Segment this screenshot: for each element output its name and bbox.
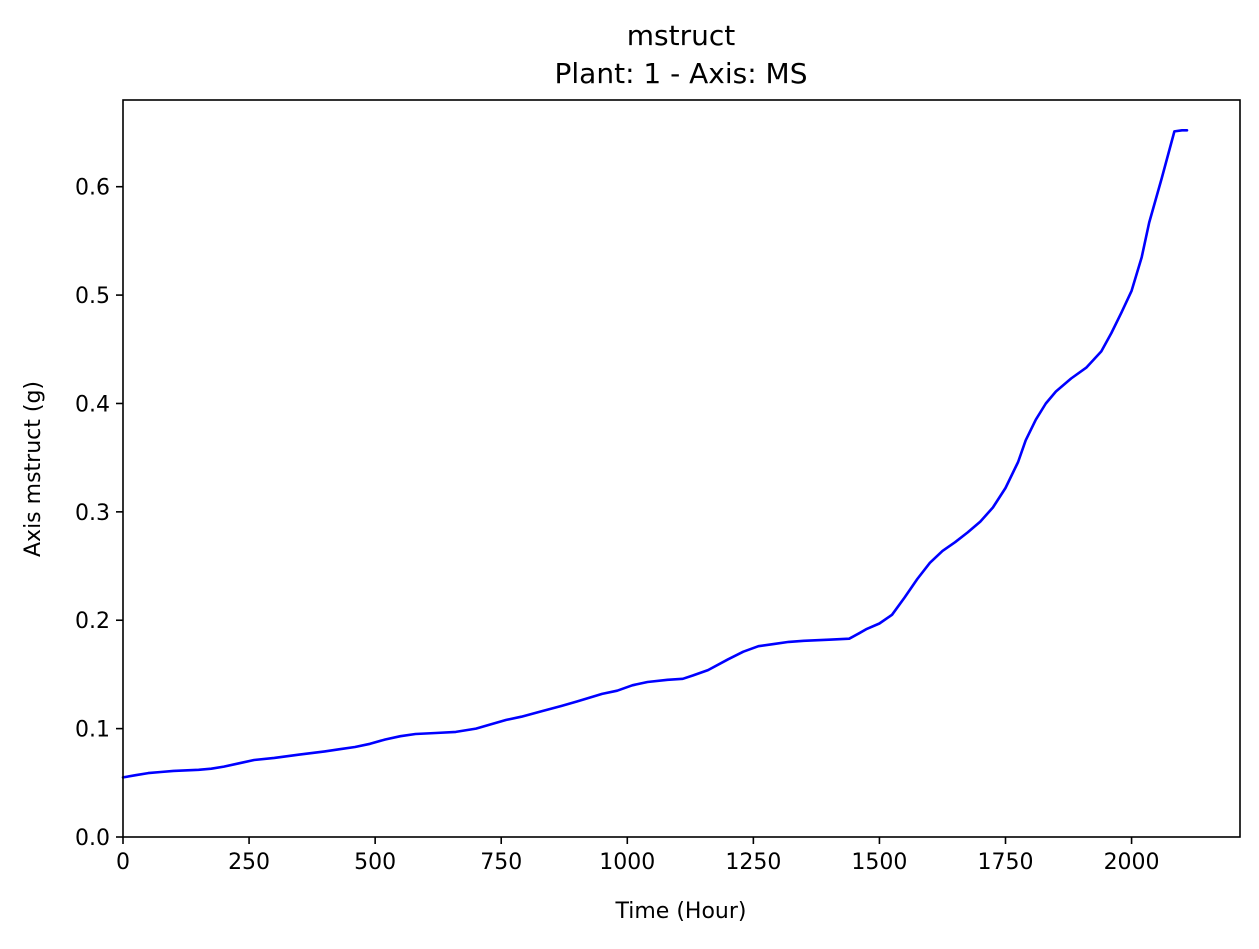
- x-tick-label: 750: [480, 850, 522, 875]
- x-axis-ticks: 0 250 500 750 1000 1250 1500 1750 2000: [116, 837, 1160, 875]
- x-tick-label: 2000: [1104, 850, 1160, 875]
- x-tick-label: 1500: [851, 850, 907, 875]
- chart-title: mstruct: [627, 19, 735, 52]
- y-axis-label: Axis mstruct (g): [21, 381, 46, 557]
- x-tick-label: 1750: [978, 850, 1034, 875]
- x-tick-label: 500: [354, 850, 396, 875]
- x-tick-label: 0: [116, 850, 130, 875]
- chart-subtitle: Plant: 1 - Axis: MS: [555, 57, 808, 90]
- plot-frame: [122, 99, 1241, 838]
- y-tick-label: 0.4: [75, 392, 110, 417]
- y-tick-label: 0.1: [75, 718, 110, 743]
- x-tick-label: 1000: [599, 850, 655, 875]
- y-tick-label: 0.2: [75, 609, 110, 634]
- y-tick-label: 0.6: [75, 176, 110, 201]
- series-line: [121, 129, 1189, 779]
- x-axis-label: Time (Hour): [615, 899, 747, 924]
- x-tick-label: 250: [228, 850, 270, 875]
- x-tick-label: 1250: [725, 850, 781, 875]
- y-tick-label: 0.3: [75, 501, 110, 526]
- plot-area: [123, 100, 1240, 837]
- y-axis-ticks: 0.0 0.1 0.2 0.3 0.4 0.5 0.6: [75, 176, 123, 851]
- y-tick-label: 0.5: [75, 284, 110, 309]
- y-tick-label: 0.0: [75, 826, 110, 851]
